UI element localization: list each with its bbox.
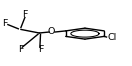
Text: F: F — [18, 45, 24, 54]
Text: F: F — [22, 10, 28, 19]
Text: Cl: Cl — [107, 33, 116, 42]
Text: F: F — [39, 45, 44, 54]
Text: F: F — [3, 19, 8, 28]
Text: O: O — [48, 27, 55, 36]
